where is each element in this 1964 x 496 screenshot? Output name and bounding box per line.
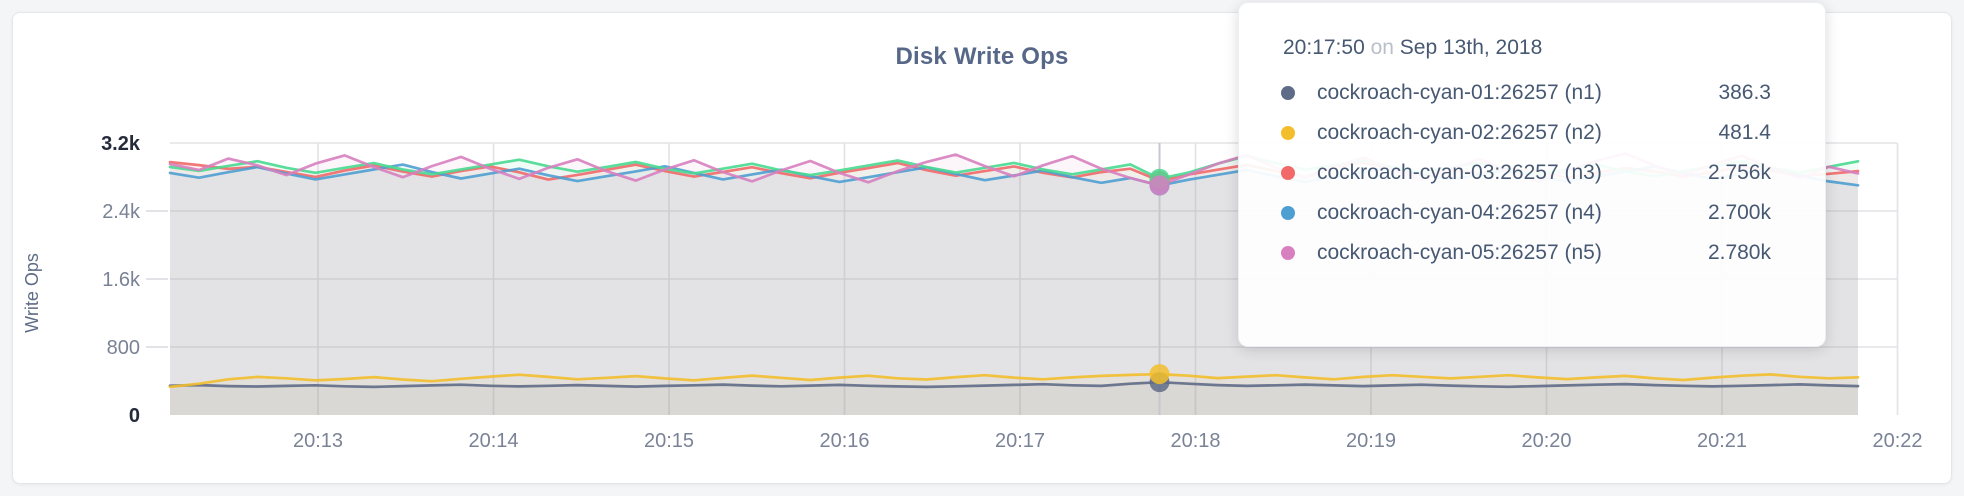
tooltip-row: cockroach-cyan-04:26257 (n4) 2.700k: [1281, 193, 1771, 233]
x-axis-tick-label: 20:16: [819, 430, 869, 452]
tooltip-series-label: cockroach-cyan-03:26257 (n3): [1317, 161, 1602, 184]
y-axis-tick-label: 0: [129, 405, 140, 427]
tooltip-series-label: cockroach-cyan-02:26257 (n2): [1317, 121, 1602, 144]
tooltip-time: 20:17:50: [1283, 36, 1365, 59]
series-color-dot: [1281, 86, 1295, 100]
hover-dot-n2: [1149, 364, 1170, 385]
x-axis-tick-label: 20:20: [1521, 430, 1571, 452]
tooltip-series-label: cockroach-cyan-04:26257 (n4): [1317, 201, 1602, 224]
series-color-dot: [1281, 166, 1295, 180]
tooltip-series-value: 386.3: [1718, 81, 1771, 104]
tooltip-on-word: on: [1370, 36, 1394, 59]
x-axis-tick-label: 20:14: [468, 430, 518, 452]
tooltip-series-label: cockroach-cyan-05:26257 (n5): [1317, 241, 1602, 264]
y-axis-tick-label: 3.2k: [101, 133, 141, 155]
hover-tooltip: 20:17:50 on Sep 13th, 2018 cockroach-cya…: [1238, 2, 1826, 347]
x-axis-tick-label: 20:18: [1170, 430, 1220, 452]
tooltip-series-value: 481.4: [1718, 121, 1771, 144]
x-axis-tick-label: 20:17: [995, 430, 1045, 452]
tooltip-row: cockroach-cyan-01:26257 (n1) 386.3: [1281, 73, 1771, 113]
y-axis-tick-label: 1.6k: [102, 269, 141, 291]
hover-marker: [1149, 143, 1170, 415]
tooltip-row: cockroach-cyan-05:26257 (n5) 2.780k: [1281, 233, 1771, 273]
x-axis-tick-label: 20:15: [644, 430, 694, 452]
x-axis-tick-label: 20:22: [1872, 430, 1922, 452]
tooltip-row: cockroach-cyan-02:26257 (n2) 481.4: [1281, 113, 1771, 153]
series-color-dot: [1281, 126, 1295, 140]
x-axis-tick-label: 20:19: [1346, 430, 1396, 452]
y-axis-tick-label: 800: [107, 337, 140, 359]
tooltip-row: cockroach-cyan-03:26257 (n3) 2.756k: [1281, 153, 1771, 193]
series-area-n1: [170, 382, 1858, 415]
series-color-dot: [1281, 206, 1295, 220]
tooltip-rows: cockroach-cyan-01:26257 (n1) 386.3 cockroa…: [1281, 73, 1771, 273]
y-axis-tick-label: 2.4k: [102, 201, 141, 223]
series-color-dot: [1281, 246, 1295, 260]
tooltip-series-value: 2.780k: [1707, 241, 1771, 264]
tooltip-series-value: 2.700k: [1707, 201, 1771, 224]
series-line-n2: [168, 372, 1860, 389]
chart-title: Disk Write Ops: [895, 43, 1069, 70]
tooltip-series-value: 2.756k: [1707, 161, 1771, 184]
tooltip-header: 20:17:50 on Sep 13th, 2018: [1283, 33, 1771, 63]
hover-dot-n6: [1149, 175, 1170, 196]
series-line-n1: [168, 380, 1860, 389]
tooltip-series-label: cockroach-cyan-01:26257 (n1): [1317, 81, 1602, 104]
y-gridlines: 0 800 1.6k 2.4k 3.2k: [101, 133, 1897, 427]
x-axis-tick-label: 20:21: [1697, 430, 1747, 452]
x-axis-tick-label: 20:13: [293, 430, 343, 452]
tooltip-date: Sep 13th, 2018: [1399, 36, 1543, 59]
